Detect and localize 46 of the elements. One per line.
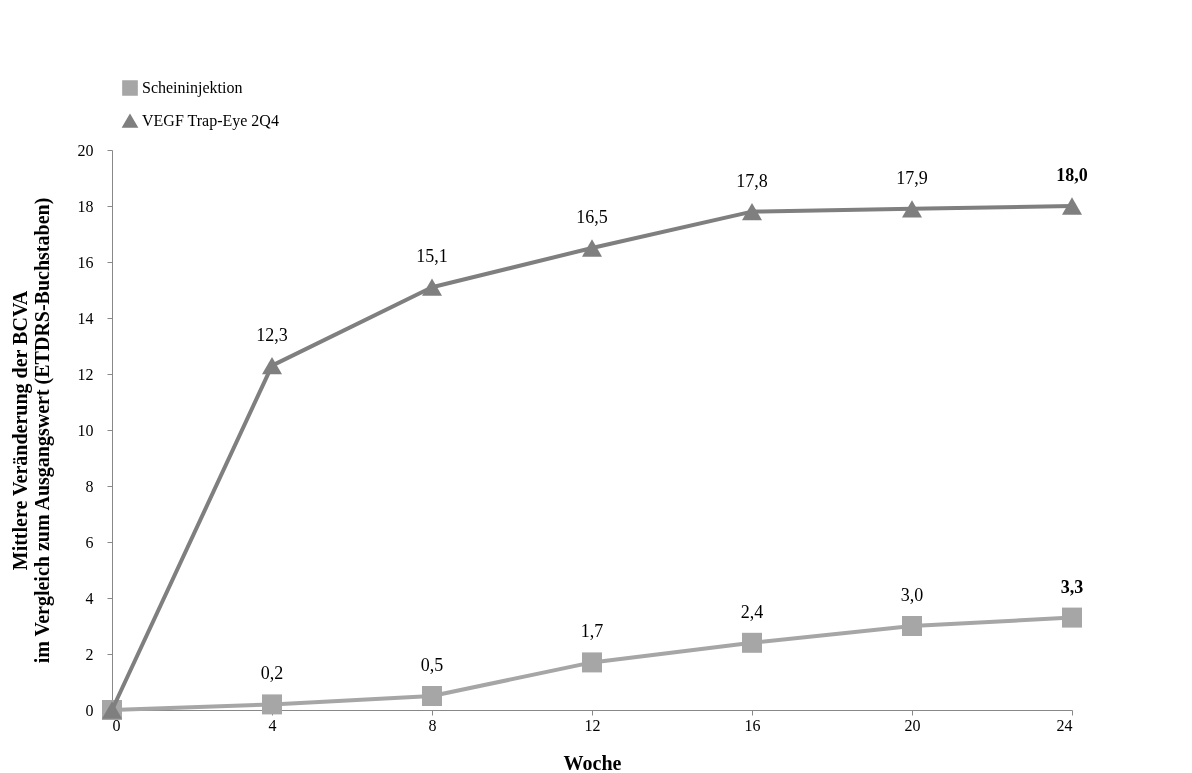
- point: [742, 202, 762, 221]
- point: [582, 239, 602, 257]
- x-tick-label: 8: [428, 716, 437, 734]
- x-tick-label: 16: [744, 716, 761, 734]
- data-label: 1,7: [580, 621, 604, 642]
- y-tick-label: 0: [85, 701, 94, 719]
- y-tick-label: 8: [85, 477, 94, 495]
- data-label: 3,3: [1060, 576, 1084, 597]
- data-label: 2,4: [740, 601, 764, 622]
- data-label: 3,0: [900, 585, 924, 605]
- x-tick-label: 4: [268, 716, 277, 734]
- x-tick-label: 0: [112, 716, 121, 734]
- y-tick-label: 14: [77, 309, 94, 327]
- data-label: 12,3: [256, 324, 288, 345]
- data-label: 16,5: [576, 207, 608, 227]
- data-label: 0,5: [420, 655, 444, 675]
- legend-label: Scheininjektion: [142, 79, 243, 97]
- x-tick-label: 20: [904, 716, 921, 734]
- x-axis-title: Woche: [563, 751, 622, 773]
- x-tick-label: 12: [584, 716, 601, 734]
- data-label: 18,0: [1056, 165, 1088, 185]
- data-label: 15,1: [416, 246, 448, 267]
- point: [742, 632, 762, 653]
- data-label: 17,9: [896, 167, 928, 188]
- point: [422, 686, 442, 706]
- y-tick-label: 4: [85, 589, 94, 607]
- point: [902, 616, 922, 636]
- data-label: 17,8: [736, 170, 768, 191]
- y-axis-title: Mittlere Veränderung der BCVA im Vergleich zum Ausgangswert (ETDRS-Buchstaben): [8, 197, 54, 664]
- y-tick-label: 10: [77, 421, 94, 439]
- y-tick-label: 20: [77, 141, 94, 159]
- legend-label: VEGF Trap-Eye 2Q4: [142, 112, 279, 130]
- y-tick-label: 2: [85, 645, 94, 663]
- y-tick-label: 6: [85, 533, 94, 551]
- point: [262, 694, 282, 715]
- y-tick-label: 18: [77, 197, 94, 215]
- point: [902, 200, 922, 218]
- data-label: 0,2: [260, 663, 284, 684]
- y-tick-label: 12: [77, 365, 94, 383]
- x-tick-label: 24: [1056, 716, 1073, 734]
- point: [1062, 197, 1082, 215]
- point: [422, 278, 442, 296]
- point: [262, 356, 282, 375]
- point: [582, 652, 602, 673]
- y-tick-label: 16: [77, 253, 94, 271]
- point: [1062, 607, 1082, 628]
